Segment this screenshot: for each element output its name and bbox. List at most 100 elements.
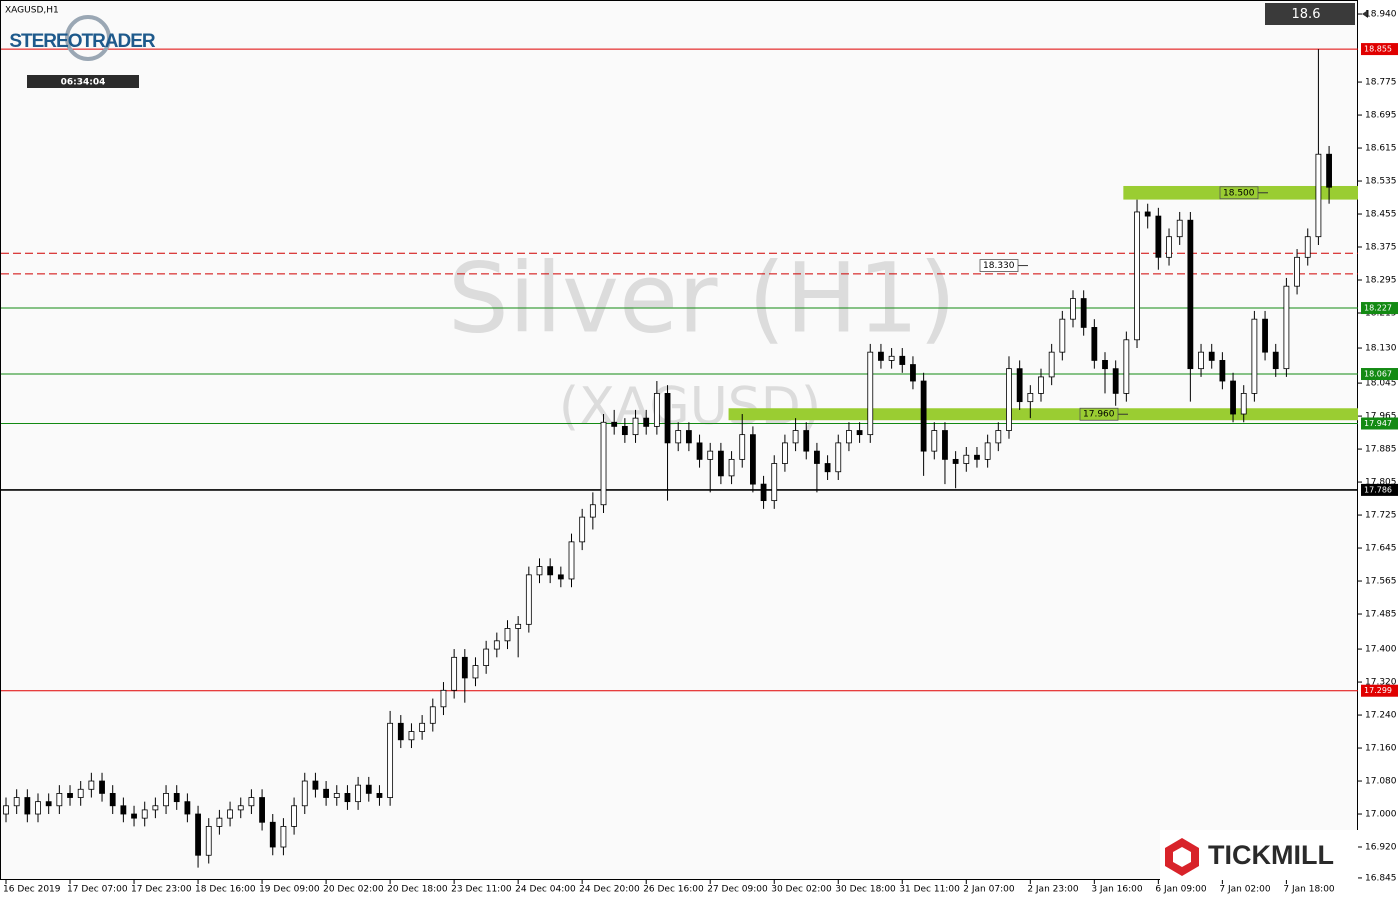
candles — [3, 49, 1332, 868]
candle-body — [1326, 153, 1332, 188]
candle-body — [1198, 351, 1204, 370]
candle-body — [824, 463, 831, 473]
candle-body — [611, 421, 618, 427]
candle-body — [77, 788, 84, 798]
x-tick-label: 16 Dec 2019 — [3, 885, 61, 895]
candle-body — [291, 805, 297, 827]
candle-body — [739, 434, 746, 460]
candle-body — [888, 355, 895, 361]
annotation-label: 18.330 — [983, 261, 1015, 271]
candle-body — [931, 430, 938, 452]
candle-body — [525, 574, 532, 625]
brand-name: STEREOTRADER — [9, 31, 156, 52]
x-tick-label: 7 Jan 02:00 — [1219, 885, 1271, 895]
y-tick-label: 18.535 — [1365, 177, 1397, 187]
candle-body — [1283, 285, 1290, 370]
candle-body — [942, 430, 948, 460]
candle-body — [269, 821, 276, 848]
y-tick-label: 18.695 — [1365, 111, 1397, 121]
candle-body — [333, 793, 340, 798]
level-tag-label: 18.067 — [1364, 370, 1392, 379]
candle-body — [760, 483, 767, 502]
candle-body — [1123, 339, 1130, 394]
candle-body — [878, 351, 884, 361]
candle-body — [717, 450, 724, 477]
y-tick-label: 17.885 — [1365, 445, 1397, 455]
symbol-label: XAGUSD,H1 — [5, 6, 59, 16]
y-tick-label: 18.130 — [1365, 344, 1397, 354]
candle-body — [1176, 219, 1183, 238]
y-tick-label: 17.160 — [1365, 744, 1397, 754]
candle-body — [312, 780, 319, 790]
timer: 06:34:04 — [61, 78, 106, 88]
candle-body — [205, 825, 212, 856]
x-tick-label: 30 Dec 18:00 — [835, 885, 896, 895]
candle-body — [707, 450, 714, 460]
candle-body — [248, 797, 255, 807]
overlays: 18.500 17.960 18.330 — [979, 186, 1268, 421]
y-tick-label: 18.775 — [1365, 78, 1397, 88]
zone-label: 18.500 — [1223, 188, 1255, 198]
candle-body — [280, 825, 287, 848]
x-tick-label: 3 Jan 16:00 — [1091, 885, 1143, 895]
y-tick-label: 18.295 — [1365, 276, 1397, 286]
candle-body — [835, 442, 842, 473]
candle-body — [920, 380, 927, 452]
levels — [1, 48, 1358, 692]
y-tick-label: 17.485 — [1365, 610, 1397, 620]
candle-body — [99, 780, 105, 794]
candle-body — [995, 430, 1002, 444]
y-tick-label: 17.080 — [1365, 777, 1397, 787]
level-tag — [1361, 43, 1398, 56]
candle-body — [120, 805, 127, 815]
candle-body — [632, 417, 639, 436]
watermark-symbol: (XAGUSD) — [559, 377, 821, 437]
candle-body — [227, 809, 233, 819]
y-tick-label: 18.375 — [1365, 243, 1397, 253]
y-tick-label: 18.045 — [1365, 379, 1397, 389]
candle-body — [568, 541, 575, 580]
x-tick-label: 23 Dec 11:00 — [451, 885, 512, 895]
candle-body — [259, 797, 265, 823]
zone — [728, 408, 1358, 421]
candle-body — [56, 793, 63, 807]
candle-body — [1315, 153, 1322, 238]
candle-body — [1155, 215, 1162, 258]
level-tag-label: 17.299 — [1364, 686, 1392, 695]
candle-body — [974, 454, 980, 460]
x-tick-label: 20 Dec 18:00 — [387, 885, 448, 895]
candle-body — [867, 351, 874, 436]
candle-body — [643, 417, 650, 427]
candle-body — [1038, 376, 1044, 394]
candle-body — [461, 656, 468, 679]
candle-body — [1048, 351, 1055, 378]
x-tick-label: 18 Dec 16:00 — [195, 885, 256, 895]
candle-body — [846, 430, 852, 444]
y-tick-label: 17.805 — [1365, 478, 1397, 488]
candle-body — [1016, 368, 1023, 403]
candle-body — [184, 801, 191, 815]
y-tick-label: 18.455 — [1365, 210, 1397, 220]
y-tick-label: 16.920 — [1365, 843, 1397, 853]
candle-body — [216, 817, 223, 827]
zone — [1123, 185, 1358, 200]
candle-body — [237, 805, 244, 811]
price-box — [1265, 3, 1355, 25]
price-pointer — [1362, 10, 1368, 18]
candle-body — [1230, 380, 1236, 415]
x-tick-label: 20 Dec 02:00 — [323, 885, 384, 895]
candle-body — [557, 574, 564, 580]
y-tick-label: 17.725 — [1365, 511, 1397, 521]
candle-body — [782, 442, 788, 464]
candle-body — [195, 813, 201, 856]
candle-body — [547, 566, 554, 576]
brand-logo: STEREOTRADER — [9, 15, 157, 61]
candle-body — [141, 809, 148, 819]
candle-body — [440, 689, 447, 708]
candle-body — [1059, 318, 1066, 353]
candle-body — [771, 463, 778, 502]
candle-body — [365, 784, 372, 794]
candle-body — [1080, 298, 1087, 328]
